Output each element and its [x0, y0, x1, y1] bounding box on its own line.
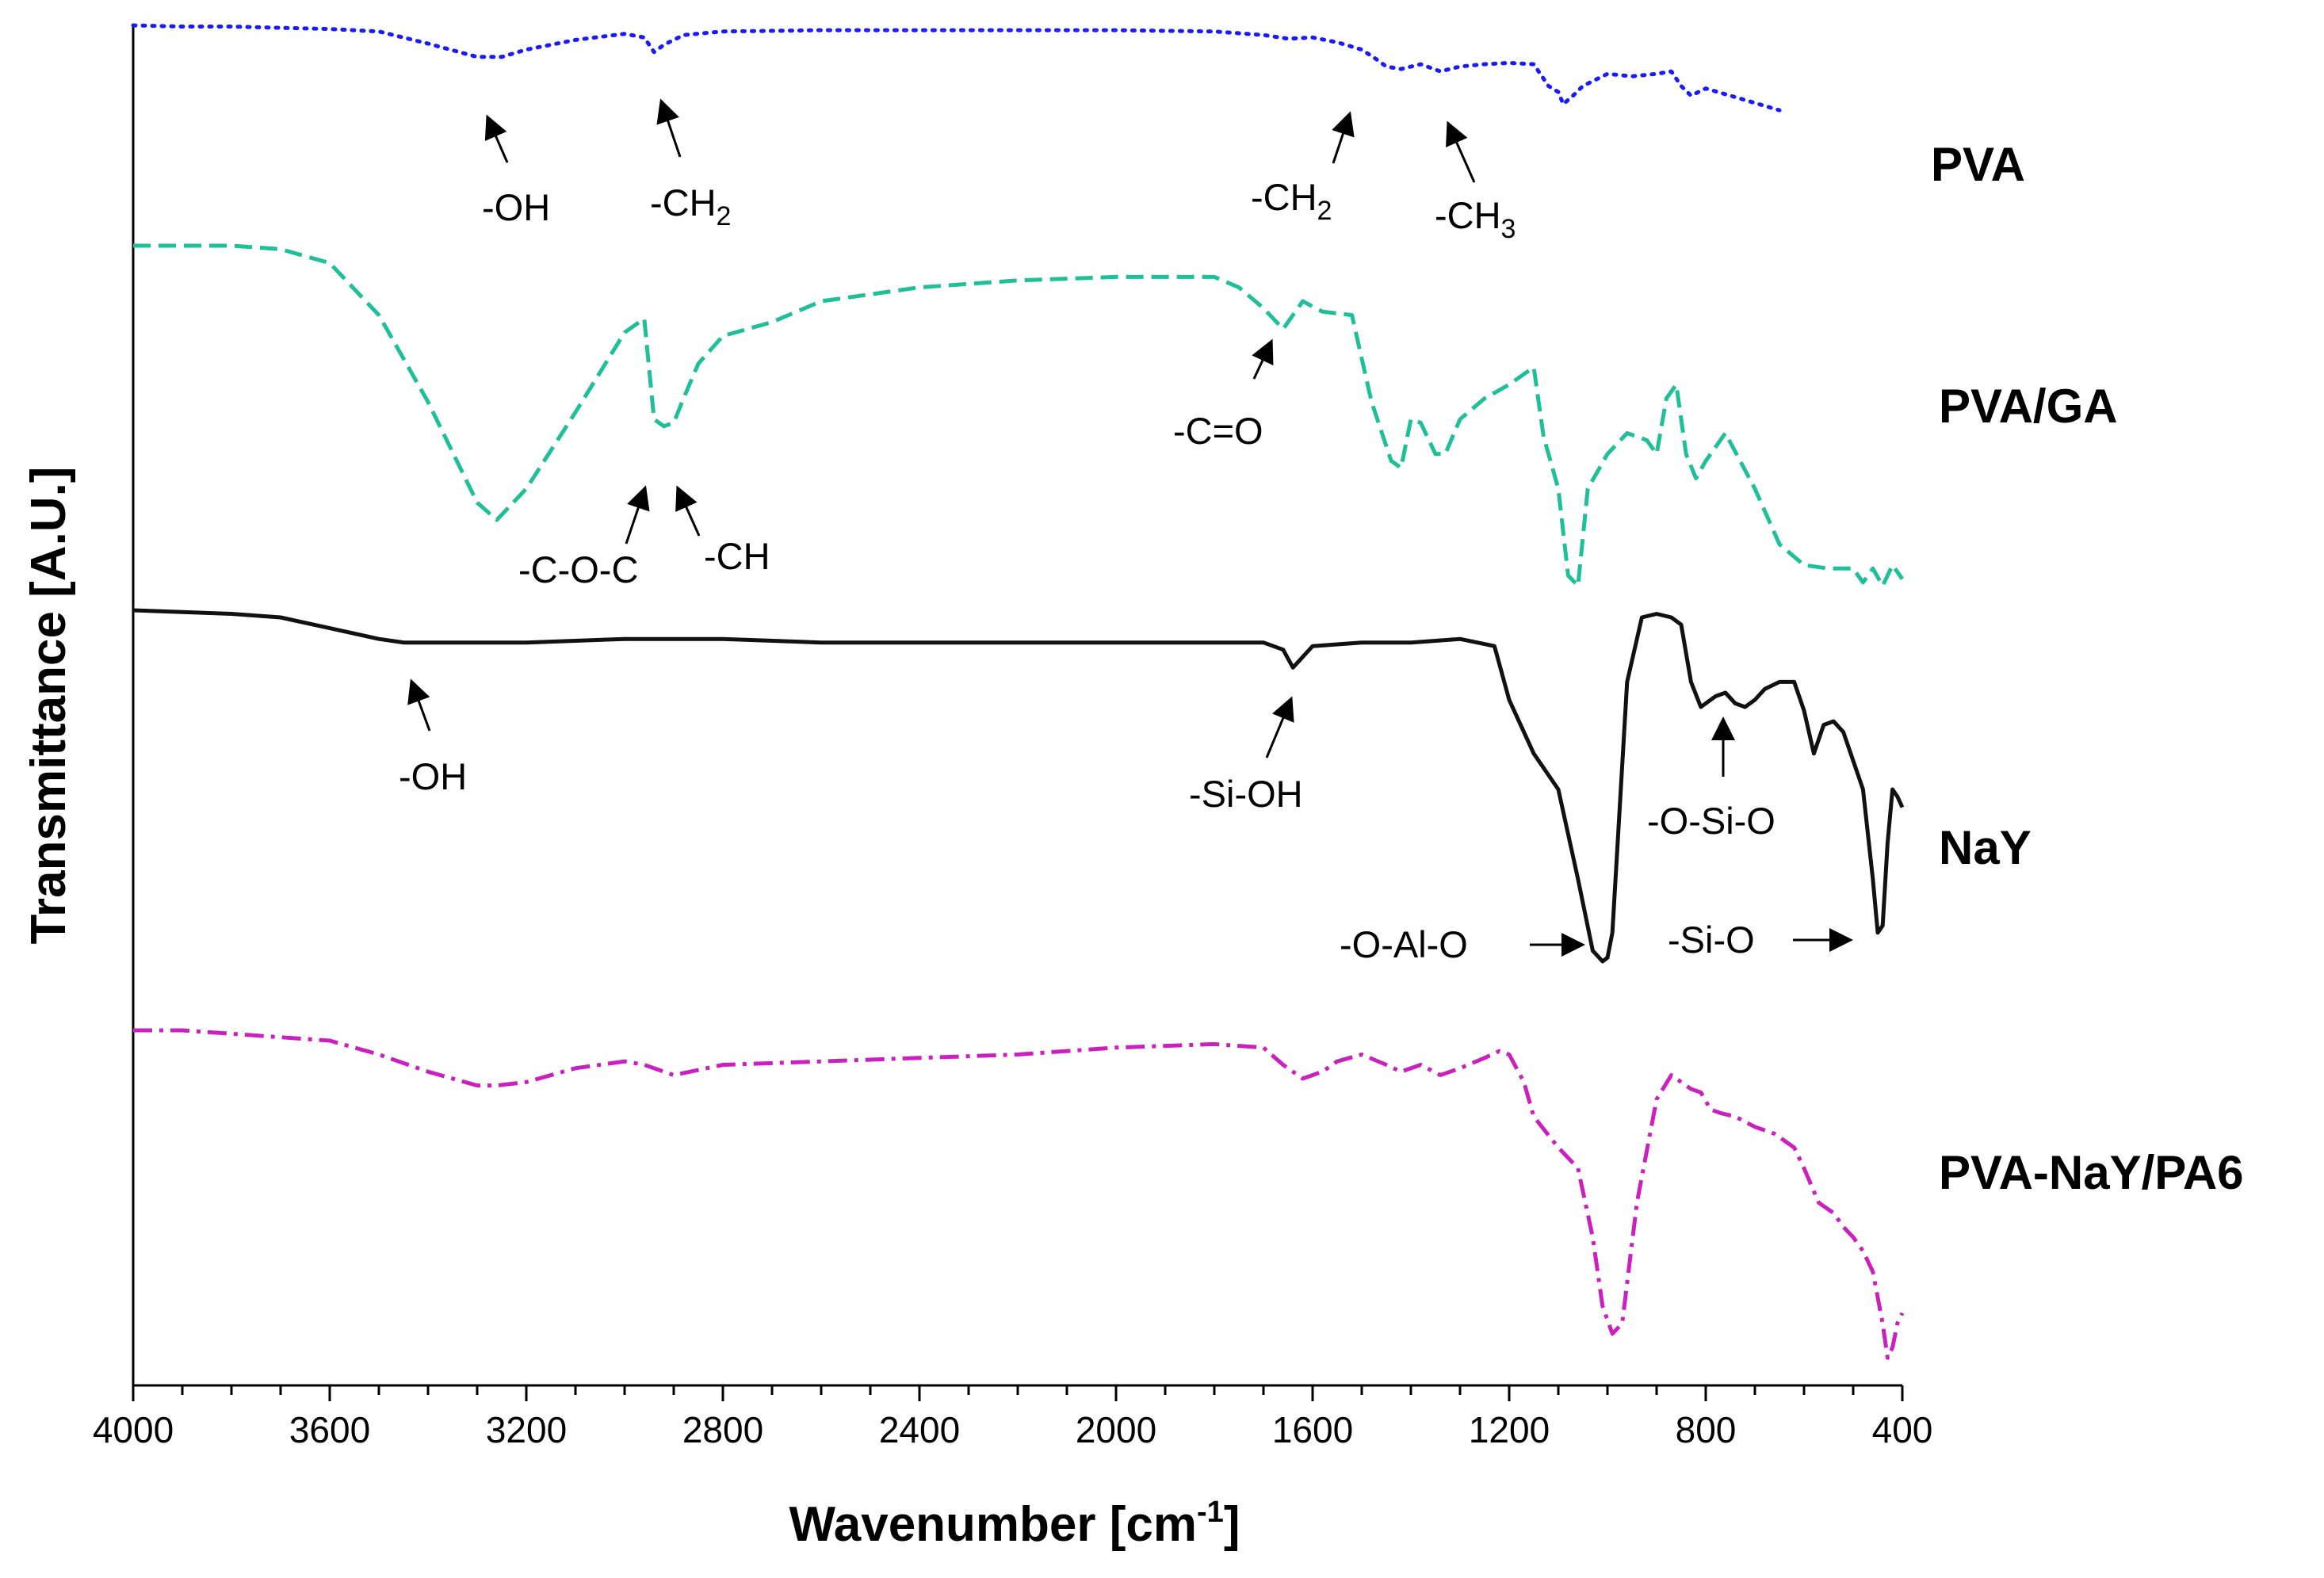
series-label-pva-ga: PVA/GA [1939, 380, 2118, 433]
annotation-arrow [1265, 696, 1294, 758]
annotation-label: -OH [482, 186, 550, 228]
annotation-arrow [625, 485, 650, 544]
x-tick-label: 2800 [682, 1409, 763, 1450]
x-tick-label: 4000 [93, 1409, 174, 1450]
annotation-arrow [1252, 338, 1274, 380]
annotation-label-subscript: 2 [1317, 196, 1332, 226]
x-tick-label: 1200 [1469, 1409, 1550, 1450]
x-tick-label: 2000 [1076, 1409, 1156, 1450]
annotation-label: -CH2 [650, 181, 731, 231]
annotation-arrow [675, 485, 701, 537]
annotation-label-main: -CH [650, 181, 717, 224]
x-axis-title-superscript: -1 [1197, 1496, 1224, 1529]
x-tick-label: 3600 [289, 1409, 370, 1450]
annotation-label-subscript: 2 [717, 201, 732, 231]
annotation-label: -C-O-C [518, 548, 638, 590]
x-tick-label: 2400 [879, 1409, 960, 1450]
x-axis-title: Wavenumber [cm-1] [789, 1496, 1240, 1552]
annotation-label: -CH3 [1435, 194, 1516, 244]
series-line-pva-nay-pa6 [133, 1028, 1905, 1360]
x-tick-label: 3200 [486, 1409, 567, 1450]
annotation-arrow [656, 98, 682, 158]
x-axis-title-main: Wavenumber [cm [789, 1497, 1198, 1552]
annotation-label-main: -CH [1435, 194, 1501, 236]
series-traces [131, 23, 1905, 1360]
annotation-label: -O-Al-O [1340, 923, 1468, 965]
annotation-arrow [407, 678, 431, 732]
series-line-pva [131, 23, 1782, 113]
series-line-pva-ga [133, 243, 1905, 588]
annotation-label: -CH [704, 535, 770, 577]
y-axis-title: Transmittance [A.U.] [21, 467, 76, 945]
annotation-arrow [1332, 111, 1355, 164]
x-axis-title-close: ] [1224, 1497, 1240, 1552]
series-label-pva-nay-pa6: PVA-NaY/PA6 [1939, 1146, 2244, 1199]
annotation-arrow [484, 114, 509, 163]
x-axis-tick-labels: 4000 3600 3200 2800 2400 2000 1600 1200 800 400 [93, 1409, 1933, 1450]
annotation-label: -OH [399, 755, 467, 797]
annotation-arrow [1446, 120, 1476, 183]
x-tick-label: 1600 [1272, 1409, 1353, 1450]
annotation-label-subscript: 3 [1501, 214, 1516, 244]
x-tick-label: 800 [1676, 1409, 1737, 1450]
annotation-label: -Si-O [1668, 919, 1755, 961]
series-line-nay [132, 608, 1905, 964]
x-tick-label: 400 [1872, 1409, 1933, 1450]
annotation-label-main: -CH [1251, 176, 1317, 218]
series-label-pva: PVA [1931, 138, 2025, 191]
annotation-label: -Si-OH [1189, 773, 1303, 815]
annotation-label: -O-Si-O [1647, 800, 1775, 842]
annotation-label: -CH2 [1251, 176, 1332, 226]
series-label-nay: NaY [1939, 821, 2032, 874]
annotation-label: -C=O [1173, 410, 1263, 452]
x-axis-ticks [132, 1385, 1904, 1401]
annotations: -OH -CH2 -CH2 -CH3 -C=O -C-O-C -CH -OH -… [399, 98, 1853, 965]
